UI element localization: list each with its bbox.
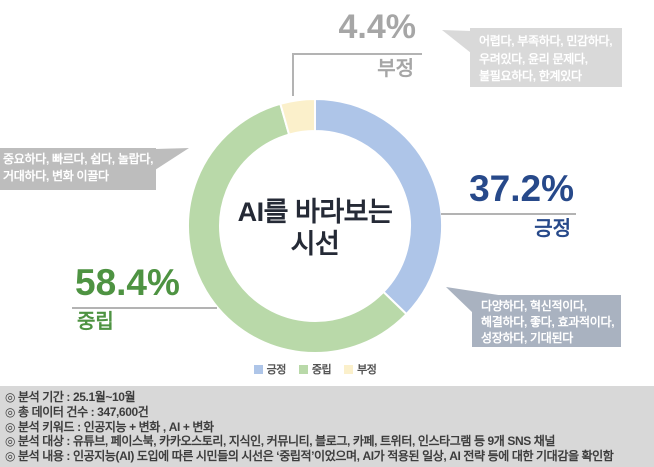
negative-percentage: 4.4% [338, 8, 417, 46]
positive-keywords-line-2: 해결하다, 좋다, 효과적이다, [481, 315, 615, 329]
positive-percentage: 37.2% [469, 168, 574, 209]
legend-item-positive: 긍정 [253, 361, 287, 377]
chart-legend: 긍정 중립 부정 [0, 361, 630, 377]
neutral-keywords-line-1: 중요하다, 빠르다, 쉽다, 놀랍다, [3, 152, 154, 166]
neutral-bubble-tail-shape [155, 148, 189, 170]
donut-segments [187, 98, 443, 354]
negative-label: 부정 [377, 58, 414, 80]
analysis-notes-panel: ◎ 분석 기간 : 25.1월~10월 ◎ 총 데이터 건수 : 347,600… [0, 386, 654, 467]
negative-bubble-tail-shape [442, 30, 471, 53]
legend-item-negative: 부정 [344, 361, 377, 377]
donut-segment-2 [187, 102, 408, 354]
positive-leader-line [441, 213, 576, 215]
note-analysis-period: ◎ 분석 기간 : 25.1월~10월 [5, 390, 136, 404]
neutral-keywords-line-2: 거대하다, 변화 이끌다 [3, 169, 109, 183]
neutral-leader-line [72, 307, 217, 309]
note-analysis-targets: ◎ 분석 대상 : 유튜브, 페이스북, 카카오스토리, 지식인, 커뮤니티, … [5, 434, 556, 449]
chart-title-line-1: AI를 바라보는 [237, 197, 393, 227]
legend-swatch-positive [253, 364, 263, 374]
legend-label-negative: 부정 [357, 364, 377, 376]
legend-label-positive: 긍정 [266, 364, 287, 376]
positive-label: 긍정 [534, 218, 571, 240]
chart-title-line-2: 시선 [290, 229, 340, 259]
chart-title: AI를 바라보는 시선 [190, 196, 440, 260]
negative-leader-line-horizontal [292, 53, 422, 55]
positive-keywords-bubble: 다양하다, 혁신적이다, 해결하다, 좋다, 효과적이다, 성장하다, 기대된다 [472, 295, 621, 347]
negative-leader-line-vertical [292, 53, 294, 96]
negative-keywords-line-1: 어렵다, 부족하다, 민감하다, [479, 34, 613, 48]
note-analysis-summary: ◎ 분석 내용 : 인공지능(AI) 도입에 따른 시민들의 시선은 ‘중립적’… [5, 449, 614, 464]
legend-label-neutral: 중립 [311, 364, 332, 376]
note-total-data-count: ◎ 총 데이터 건수 : 347,600건 [5, 404, 149, 419]
legend-swatch-neutral [298, 364, 308, 374]
negative-keywords-line-2: 우려있다, 윤리 문제다, [479, 51, 588, 66]
positive-keywords-line-1: 다양하다, 혁신적이다, [481, 299, 587, 313]
negative-keywords-bubble: 어렵다, 부족하다, 민감하다, 우려있다, 윤리 문제다, 불필요하다, 한계… [470, 28, 622, 87]
note-analysis-keywords: ◎ 분석 키워드 : 인공지능 + 변화 , AI + 변화 [5, 419, 214, 434]
positive-keywords-line-3: 성장하다, 기대된다 [481, 331, 573, 345]
legend-item-neutral: 중립 [298, 361, 332, 377]
donut-segment-3 [279, 98, 316, 136]
neutral-percentage: 58.4% [75, 262, 180, 303]
neutral-keywords-bubble: 중요하다, 빠르다, 쉽다, 놀랍다, 거대하다, 변화 이끌다 [0, 148, 156, 190]
neutral-label: 중립 [77, 311, 114, 333]
legend-swatch-negative [344, 364, 354, 374]
negative-keywords-line-3: 불필요하다, 한계있다 [479, 69, 582, 83]
